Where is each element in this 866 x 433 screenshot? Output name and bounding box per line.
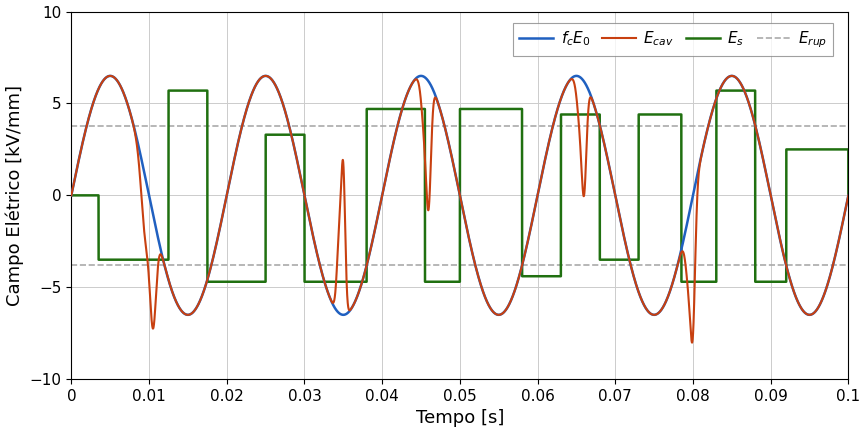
$E_s$ [488,107,498,112]
$E_{cav}$ [105,73,115,78]
$f_c E_0$ [643,309,653,314]
$E_{cav}$ [643,309,653,314]
$E_{cav}$ [66,193,76,198]
$E_{cav}$ [687,340,697,345]
Line: $E_{cav}$: $E_{cav}$ [71,76,849,343]
$E_s$ [364,107,374,112]
$E_{cav}$ [253,78,263,84]
$E_{cav}$ [843,193,854,198]
Legend: $f_c E_0$, $E_{cav}$, $E_s$, $E_{rup}$: $f_c E_0$, $E_{cav}$, $E_s$, $E_{rup}$ [514,23,833,56]
$E_s$ [534,274,545,279]
Line: $E_s$: $E_s$ [71,90,849,282]
$f_c E_0$ [364,254,374,259]
Y-axis label: Campo Elétrico [kV/mm]: Campo Elétrico [kV/mm] [5,85,24,306]
$f_c E_0$ [105,73,115,78]
$f_c E_0$ [534,184,545,190]
$E_s$ [843,193,854,198]
$E_s$ [643,112,653,117]
$E_s$ [66,193,76,198]
$f_c E_0$ [253,78,263,84]
$E_s$ [119,257,129,262]
$f_c E_0$ [66,193,76,198]
$f_c E_0$ [843,193,854,198]
$f_c E_0$ [119,92,129,97]
$E_{cav}$ [488,309,498,314]
$f_c E_0$ [488,309,498,314]
X-axis label: Tempo [s]: Tempo [s] [416,410,504,427]
$E_{cav}$ [364,254,374,259]
$E_s$ [164,88,174,93]
$E_{cav}$ [534,184,545,190]
$E_s$ [202,279,212,284]
$E_s$ [253,279,263,284]
$E_{cav}$ [119,92,129,97]
Line: $f_c E_0$: $f_c E_0$ [71,76,849,315]
$f_c E_0$ [805,312,815,317]
